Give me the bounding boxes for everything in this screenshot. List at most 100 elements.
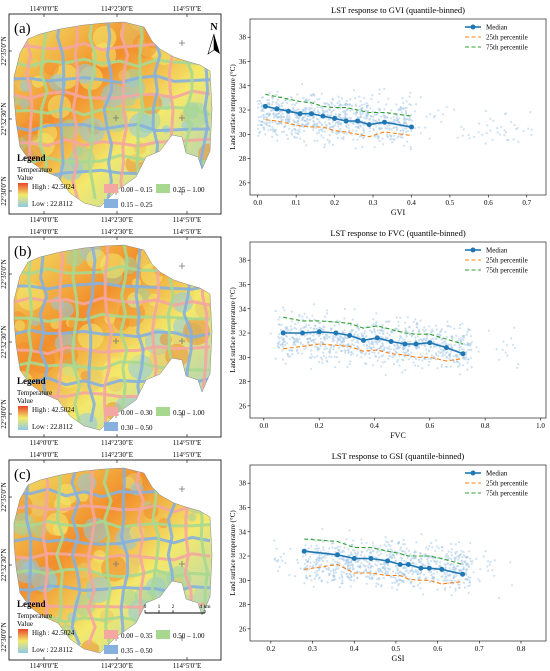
scatter-point — [268, 91, 271, 94]
scatter-point — [274, 557, 277, 560]
scatter-point — [321, 540, 325, 543]
scatter-point — [489, 560, 492, 564]
scatter-point — [372, 574, 375, 577]
scatter-point — [275, 94, 278, 97]
scatter-point — [369, 573, 372, 576]
scatter-point — [364, 109, 367, 112]
scatter-point — [468, 578, 471, 581]
scatter-point — [312, 561, 315, 564]
scatter-point — [450, 551, 453, 554]
scatter-point — [310, 578, 313, 582]
scatter-point — [375, 582, 378, 585]
scatter-point — [405, 118, 408, 121]
scatter-point — [345, 109, 348, 112]
scatter-point — [260, 96, 264, 99]
scatter-point — [419, 132, 422, 135]
scatter-point — [327, 539, 330, 543]
scatter-point — [291, 129, 294, 132]
lat-tick-label: 22°35'0"N — [0, 482, 8, 511]
scatter-point — [484, 109, 487, 112]
scatter-point — [320, 580, 323, 583]
scatter-point — [378, 356, 381, 359]
scatter-point — [349, 553, 352, 556]
legend-class-swatch — [156, 630, 170, 639]
scatter-point — [401, 337, 404, 340]
lon-tick-label-bottom: 114°0'0"E — [30, 439, 58, 447]
scatter-point — [362, 343, 365, 346]
scatter-point — [375, 320, 378, 324]
scatter-point — [334, 568, 337, 571]
scatter-point — [321, 560, 324, 563]
scatter-point — [258, 99, 261, 103]
scatter-point — [455, 356, 458, 359]
scatter-point — [427, 562, 430, 565]
scatter-point — [473, 135, 476, 138]
scatter-point — [382, 577, 385, 580]
scatter-point — [351, 568, 354, 571]
scatter-point — [373, 113, 377, 116]
scatter-point — [286, 101, 289, 105]
lst-chart: LST response to FVC (quantile-binned)0.0… — [230, 228, 547, 440]
scatter-point — [342, 136, 345, 139]
scatter-point — [444, 567, 447, 570]
scatter-point — [328, 547, 331, 550]
scatter-point — [304, 544, 307, 547]
road-segment — [102, 22, 114, 200]
scatter-point — [312, 334, 315, 337]
scatter-point — [383, 327, 386, 330]
scatter-point — [352, 138, 355, 141]
lat-tick-label: 22°35'0"N — [0, 36, 8, 65]
scatter-point — [377, 351, 380, 355]
scatter-point — [334, 560, 337, 563]
scatter-point — [368, 576, 371, 579]
scatter-point — [428, 580, 431, 584]
scatter-point — [312, 332, 315, 335]
scatter-point — [359, 111, 362, 114]
scatter-point — [465, 578, 469, 581]
x-axis-label: GSI — [392, 654, 405, 663]
scatter-point — [422, 338, 425, 341]
scatter-point — [354, 560, 357, 563]
scatter-point — [421, 328, 424, 331]
scatter-point — [392, 118, 395, 122]
scatter-point — [446, 562, 450, 565]
scatter-point — [275, 547, 278, 550]
scatter-point — [330, 114, 333, 117]
scatter-point — [447, 343, 450, 346]
scatter-point — [430, 574, 433, 577]
scatter-point — [456, 136, 459, 139]
scatter-point — [372, 345, 375, 349]
scatter-point — [283, 309, 286, 312]
scatter-point — [348, 116, 351, 119]
scatter-point — [371, 541, 374, 544]
scatter-point — [495, 348, 498, 351]
legend-low: Low : 22.8112 — [32, 200, 73, 208]
scatter-point — [394, 559, 397, 562]
scatter-point — [477, 131, 480, 134]
scatter-point — [444, 575, 447, 578]
legend-entry: 25th percentile — [486, 257, 528, 265]
legend-class-swatch — [156, 407, 170, 416]
scatter-point — [325, 347, 328, 350]
scatter-point — [339, 128, 342, 131]
scatter-point — [405, 127, 408, 130]
scatter-point — [307, 341, 310, 345]
scatter-point — [347, 554, 350, 557]
scatter-point — [348, 529, 351, 532]
scatter-point — [462, 581, 465, 584]
scatter-point — [267, 112, 270, 115]
scatter-point — [439, 348, 443, 351]
scatter-point — [397, 552, 401, 555]
scatter-point — [296, 93, 299, 96]
scatter-point — [277, 318, 280, 321]
scatter-point — [287, 118, 290, 121]
scatter-point — [415, 562, 418, 565]
scatter-point — [375, 570, 378, 574]
median-point — [418, 565, 424, 571]
scatter-point — [478, 122, 481, 125]
scatter-point — [434, 352, 438, 355]
scatter-point — [293, 109, 296, 112]
scatter-point — [434, 324, 438, 327]
scatter-point — [356, 354, 359, 357]
x-tick-label: 0.6 — [433, 645, 442, 653]
